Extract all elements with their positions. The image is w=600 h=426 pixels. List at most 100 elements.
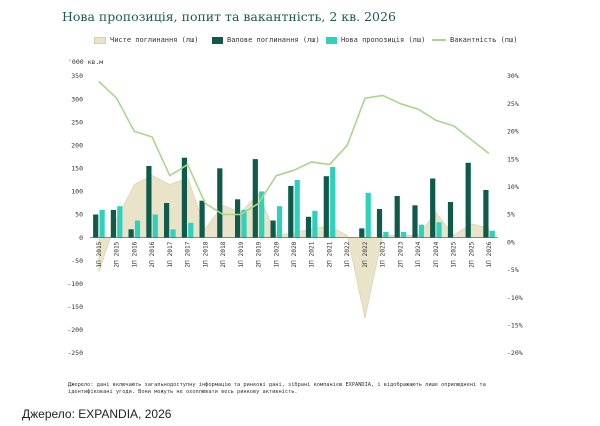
- x-tick-label: 1П 2019: [238, 241, 245, 267]
- bar-gross-absorption: [164, 203, 170, 238]
- y-right-tick-label: -5%: [507, 266, 519, 274]
- bar-gross-absorption: [199, 200, 205, 238]
- x-tick-label: 1П 2023: [380, 241, 387, 267]
- bar-gross-absorption: [376, 209, 383, 238]
- legend-item-vacancy: Вакантність (пш): [432, 36, 517, 44]
- bar-gross-absorption: [323, 176, 329, 238]
- legend-swatch-line: [432, 39, 446, 41]
- bar-gross-absorption: [465, 162, 471, 238]
- x-tick-label: 1П 2020: [273, 241, 280, 267]
- bar-new-supply: [294, 179, 300, 238]
- bar-gross-absorption: [483, 190, 489, 238]
- bar-gross-absorption: [430, 178, 436, 238]
- bar-new-supply: [312, 210, 318, 238]
- x-tick-label: 2П 2023: [397, 241, 404, 267]
- x-tick-label: 1П 2016: [131, 241, 138, 267]
- bar-new-supply: [489, 230, 495, 238]
- legend-swatch-new: [326, 36, 337, 44]
- bar-gross-absorption: [235, 199, 241, 238]
- bar-gross-absorption: [305, 216, 312, 238]
- bar-gross-absorption: [128, 229, 134, 238]
- bar-new-supply: [117, 206, 123, 238]
- x-tick-label: 1П 2024: [415, 241, 422, 267]
- y-right-tick-label: 30%: [507, 72, 519, 80]
- chart-title: Нова пропозиція, попит та вакантність, 2…: [62, 9, 396, 24]
- bar-gross-absorption: [146, 166, 152, 238]
- bar-gross-absorption: [394, 196, 400, 238]
- y-left-tick-label: -150: [67, 303, 83, 311]
- x-tick-label: 1П 2018: [202, 241, 209, 267]
- legend-label-vacancy: Вакантність (пш): [450, 36, 518, 44]
- bar-gross-absorption: [447, 202, 454, 238]
- x-tick-label: 2П 2016: [149, 241, 156, 267]
- y-left-tick-label: -250: [67, 349, 83, 357]
- y-right-tick-label: 0%: [507, 238, 515, 246]
- bar-new-supply: [330, 166, 336, 238]
- y-axis-unit-label: '000 кв.м: [68, 58, 104, 66]
- bar-new-supply: [170, 229, 176, 238]
- legend-item-net-absorption: Чисте поглинання (лш): [94, 36, 199, 44]
- x-tick-label: 2П 2019: [256, 241, 263, 267]
- bar-gross-absorption: [181, 157, 187, 238]
- bar-gross-absorption: [270, 220, 276, 238]
- x-tick-label: 2П 2022: [362, 241, 369, 267]
- bar-gross-absorption: [412, 205, 418, 238]
- y-left-tick-label: 250: [71, 118, 83, 126]
- y-left-tick-label: -50: [71, 257, 83, 265]
- x-tick-label: 2П 2015: [114, 241, 121, 267]
- legend-label-gross-absorption: Валове поглинання (лш): [227, 36, 320, 44]
- x-tick-label: 2П 2025: [468, 241, 475, 267]
- x-tick-label: 1П 2022: [344, 241, 351, 267]
- legend-label-new-supply: Нова пропозиція (лш): [341, 36, 426, 44]
- x-tick-label: 2П 2018: [220, 241, 227, 267]
- y-left-tick-label: 100: [71, 188, 83, 196]
- y-left-tick-label: 350: [71, 72, 83, 80]
- bar-new-supply: [99, 209, 105, 238]
- x-tick-label: 2П 2021: [327, 241, 334, 267]
- y-left-tick-label: -100: [67, 280, 83, 288]
- chart-legend: Чисте поглинання (лш) Валове поглинання …: [94, 36, 544, 50]
- source-caption: Джерело: EXPANDIA, 2026: [22, 407, 172, 421]
- bar-gross-absorption: [252, 159, 258, 238]
- y-right-tick-label: 20%: [507, 128, 519, 136]
- y-right-tick-label: 15%: [507, 155, 519, 163]
- x-tick-label: 1П 2025: [451, 241, 458, 267]
- x-tick-label: 2П 2020: [291, 241, 298, 267]
- vacancy-line: [98, 80, 490, 216]
- x-tick-label: 1П 2021: [309, 241, 316, 267]
- y-right-tick-label: 5%: [507, 211, 515, 219]
- y-left-tick-label: 50: [75, 211, 83, 219]
- bar-new-supply: [418, 224, 424, 238]
- legend-label-net-absorption: Чисте поглинання (лш): [110, 36, 199, 44]
- bar-new-supply: [436, 222, 442, 238]
- bar-new-supply: [383, 232, 389, 238]
- y-left-tick-label: 150: [71, 165, 83, 173]
- bar-gross-absorption: [288, 185, 294, 238]
- y-left-tick-label: -200: [67, 326, 83, 334]
- bar-gross-absorption: [110, 209, 116, 238]
- legend-swatch-area: [94, 36, 106, 44]
- x-tick-label: 1П 2026: [486, 241, 493, 267]
- y-right-tick-label: -10%: [507, 294, 523, 302]
- bar-new-supply: [134, 220, 141, 238]
- y-left-tick-label: 200: [71, 141, 83, 149]
- bar-new-supply: [241, 209, 247, 238]
- y-right-tick-label: 10%: [507, 183, 519, 191]
- legend-item-new-supply: Нова пропозиція (лш): [326, 36, 425, 44]
- x-tick-label: 1П 2017: [167, 241, 174, 267]
- x-tick-label: 2П 2024: [433, 241, 440, 267]
- bar-new-supply: [365, 192, 371, 238]
- y-right-tick-label: 25%: [507, 100, 519, 108]
- bar-new-supply: [188, 222, 194, 238]
- bar-gross-absorption: [359, 228, 365, 238]
- bar-new-supply: [152, 214, 158, 238]
- y-left-tick-label: 0: [79, 234, 83, 242]
- legend-item-gross-absorption: Валове поглинання (лш): [212, 36, 320, 44]
- y-right-tick-label: -20%: [507, 349, 523, 357]
- bar-new-supply: [259, 191, 265, 238]
- bar-new-supply: [276, 206, 283, 238]
- bar-gross-absorption: [217, 168, 223, 238]
- x-tick-label: 1П 2015: [96, 241, 103, 267]
- bar-new-supply: [401, 232, 407, 238]
